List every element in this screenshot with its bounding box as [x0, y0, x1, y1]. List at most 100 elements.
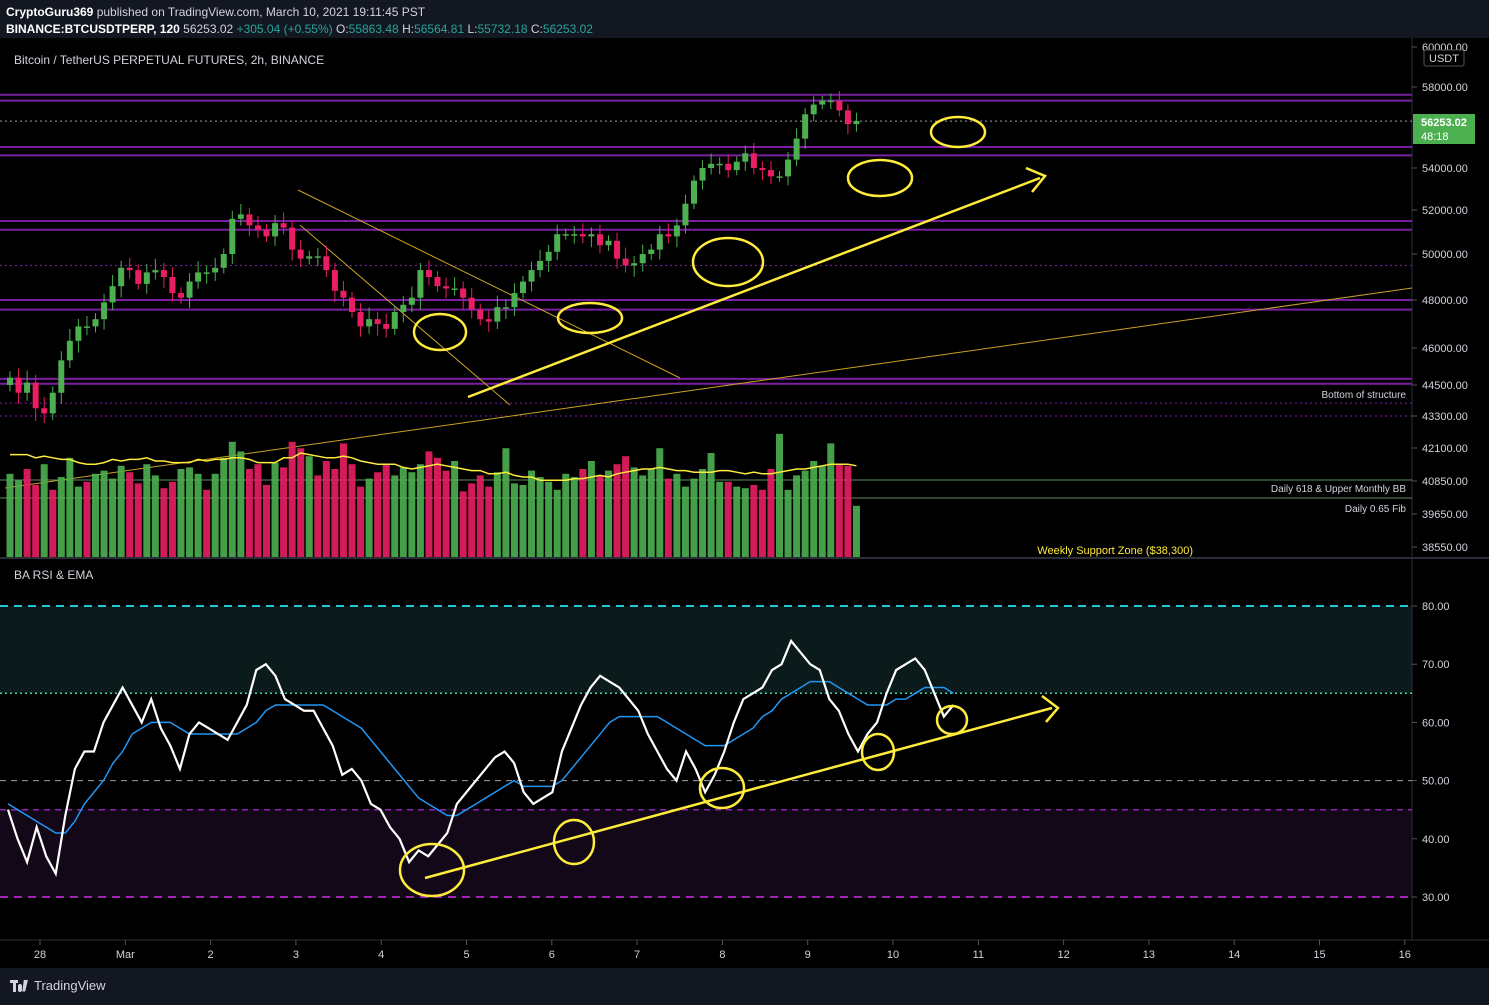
- symbol-label: BINANCE:BTCUSDTPERP, 120: [6, 22, 180, 36]
- circle-annotation[interactable]: [935, 704, 969, 736]
- time-tick-label: 12: [1057, 949, 1069, 961]
- volume-bar: [228, 441, 236, 557]
- rsi-axis[interactable]: 80.00 70.00 60.00 50.00 40.00 30.00: [1412, 601, 1450, 904]
- volume-bar: [92, 473, 99, 557]
- candle-body: [631, 263, 638, 266]
- author-name[interactable]: CryptoGuru369: [6, 5, 94, 19]
- volume-bar: [647, 469, 655, 557]
- chart-svg[interactable]: Bitcoin / TetherUS PERPETUAL FUTURES, 2h…: [0, 38, 1489, 968]
- close-label: C:: [530, 22, 543, 36]
- trend-line-down-lower[interactable]: [299, 224, 511, 406]
- volume-bar: [57, 477, 65, 557]
- rsi-overbought-zone: [0, 606, 1412, 693]
- time-tick-label: 13: [1143, 949, 1155, 961]
- volume-bar: [186, 467, 194, 557]
- volume-bar: [348, 464, 356, 557]
- volume-bar: [793, 475, 801, 557]
- volume-bar: [177, 469, 185, 557]
- candle-body: [699, 168, 706, 181]
- volume-bar: [810, 461, 818, 557]
- rsi-bands: [0, 605, 1412, 898]
- volume-bar: [536, 477, 544, 557]
- rsi-uptrend-arrow[interactable]: [424, 706, 1053, 880]
- volume-bar: [733, 486, 741, 557]
- candle-body: [340, 290, 347, 298]
- label-daily-fib: Daily 0.65 Fib: [1345, 504, 1407, 515]
- volume-bar: [622, 456, 630, 557]
- circle-annotation[interactable]: [846, 158, 914, 198]
- brand[interactable]: TradingView: [10, 978, 106, 993]
- circle-annotation[interactable]: [929, 115, 987, 149]
- candlesticks: [7, 91, 860, 423]
- volume-bar: [493, 472, 501, 557]
- circle-annotation[interactable]: [398, 842, 466, 898]
- volume-bar: [288, 441, 296, 557]
- circle-annotation[interactable]: [691, 236, 765, 288]
- candle-body: [596, 234, 603, 246]
- time-tick-label: 4: [378, 949, 384, 961]
- volume-bar: [365, 478, 373, 557]
- candle-body: [434, 277, 441, 287]
- volume-bar: [126, 472, 134, 557]
- ema-line: [7, 680, 954, 834]
- trend-line-down-upper[interactable]: [297, 189, 681, 379]
- candle-body: [357, 312, 364, 327]
- volume-bar: [502, 448, 510, 557]
- volume-bar: [391, 475, 399, 557]
- price-value: 56253.02: [183, 22, 234, 36]
- candle-body: [32, 382, 39, 409]
- time-tick-label: 15: [1313, 949, 1325, 961]
- circle-annotation[interactable]: [552, 818, 596, 866]
- volume-bar: [776, 433, 783, 557]
- time-axis[interactable]: 28 Mar 2 3 4 5 6 7 8 9 10 11 12 13 14 15 16: [34, 940, 1411, 961]
- candle-body: [460, 288, 467, 298]
- price-tick-label: 42100.00: [1422, 443, 1468, 455]
- volume-bar: [416, 464, 424, 557]
- candle-body: [289, 227, 296, 250]
- label-daily-618: Daily 618 & Upper Monthly BB: [1271, 484, 1406, 495]
- volume-bar: [134, 483, 142, 557]
- candle-body: [280, 223, 287, 228]
- candle-body: [673, 225, 680, 237]
- volume-bar: [630, 467, 638, 557]
- price-annotations: [412, 115, 1048, 399]
- currency-badge[interactable]: [1423, 49, 1465, 67]
- candle-body: [425, 270, 432, 277]
- candle-body: [810, 104, 817, 115]
- candle-body: [314, 256, 321, 258]
- candle-body: [203, 272, 210, 274]
- volume-bar: [639, 475, 647, 557]
- candle-body: [263, 229, 270, 237]
- candle-body: [323, 256, 330, 271]
- volume-bars: [6, 433, 860, 557]
- volume-bar: [237, 451, 245, 557]
- volume-bar: [476, 475, 484, 557]
- volume-bar: [408, 472, 416, 557]
- price-uptrend-arrow[interactable]: [467, 176, 1041, 399]
- price-tick-label: 52000.00: [1422, 205, 1468, 217]
- volume-bar: [587, 461, 595, 557]
- chart-title: Bitcoin / TetherUS PERPETUAL FUTURES, 2h…: [14, 53, 324, 67]
- circle-annotation[interactable]: [698, 766, 746, 810]
- time-tick-label: 16: [1399, 949, 1411, 961]
- candle-body: [254, 225, 261, 230]
- candle-body: [767, 170, 774, 177]
- candle-body: [272, 223, 279, 237]
- volume-bar: [767, 469, 775, 557]
- candle-body: [331, 270, 338, 291]
- time-tick-label: 8: [719, 949, 725, 961]
- header-bar: CryptoGuru369 published on TradingView.c…: [0, 0, 1489, 38]
- circle-annotation[interactable]: [860, 732, 896, 772]
- chart-area[interactable]: Bitcoin / TetherUS PERPETUAL FUTURES, 2h…: [0, 38, 1489, 968]
- volume-bar: [66, 457, 74, 557]
- price-tick-label: 43300.00: [1422, 411, 1468, 423]
- circle-annotation[interactable]: [556, 301, 624, 335]
- volume-bar: [100, 470, 108, 557]
- volume-bar: [49, 489, 57, 557]
- price-axis[interactable]: 60000.0058000.0054000.0052000.0050000.00…: [1412, 42, 1468, 554]
- circle-annotation[interactable]: [412, 312, 468, 352]
- tradingview-logo-icon: [10, 979, 28, 992]
- candle-body: [246, 214, 253, 226]
- time-tick-label: 6: [549, 949, 555, 961]
- time-tick-label: 11: [973, 949, 984, 961]
